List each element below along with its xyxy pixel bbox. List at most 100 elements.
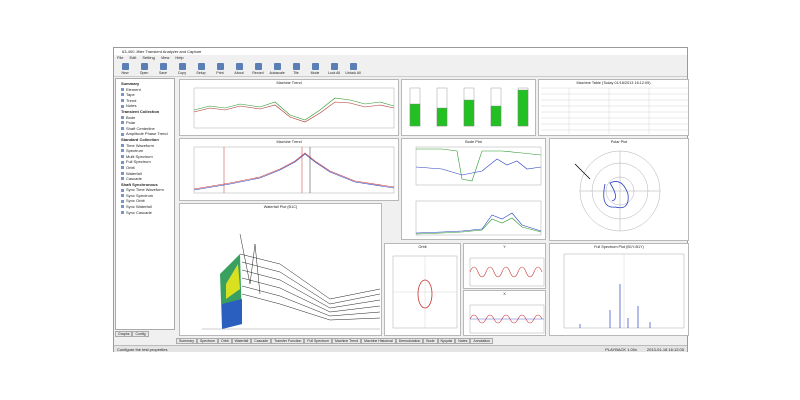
button-label: About	[234, 71, 244, 75]
trend-panel: Machine Trend	[179, 138, 399, 201]
trend-panel: Machine Trend	[179, 79, 399, 136]
tab[interactable]: Bode	[423, 338, 438, 344]
button-label: Setup	[196, 71, 206, 75]
tab[interactable]: Machine Historical	[361, 338, 396, 344]
polar-plot	[574, 150, 661, 232]
window-title: 63-400 Jitter Transient Analyzer and Cap…	[114, 48, 687, 55]
tree-item[interactable]: Polar	[118, 120, 172, 126]
tree-item[interactable]: Summary	[121, 81, 140, 86]
tree-item[interactable]: Spectrum	[118, 148, 172, 154]
button-label: Lock All	[327, 71, 341, 75]
menu-item[interactable]: File	[117, 55, 124, 60]
meters-panel	[401, 79, 536, 136]
tree-item[interactable]: Trend	[118, 98, 172, 104]
table-grid	[541, 87, 688, 134]
button-label: Save	[159, 71, 167, 75]
status-time: 2013-01-18 16:12:05	[646, 347, 684, 352]
button-label: Unlock All	[345, 71, 361, 75]
toolbar-button[interactable]: New	[117, 61, 133, 76]
panel-title: X	[503, 292, 506, 296]
toolbar-button[interactable]: Autoscale	[269, 61, 285, 76]
tab[interactable]: Summary	[176, 338, 197, 344]
tree-item[interactable]: Orbit	[118, 165, 172, 171]
tree-item[interactable]: Notes	[118, 103, 172, 109]
icon	[140, 63, 148, 70]
menu-item[interactable]: Help	[175, 55, 184, 60]
toolbar-button[interactable]: Print	[212, 61, 228, 76]
button-label: Tile	[293, 71, 299, 75]
tree-item[interactable]: Multi Spectrum	[118, 154, 172, 160]
menu-item[interactable]: Setting	[142, 55, 155, 60]
icon	[178, 63, 186, 70]
button-label: Record	[252, 71, 264, 75]
icon	[254, 63, 262, 70]
panel-title: Machine Trend	[276, 140, 302, 144]
toolbar-button[interactable]: About	[231, 61, 247, 76]
tree-item[interactable]: Sync Waterfall	[118, 204, 172, 210]
toolbar-button[interactable]: Setup	[193, 61, 209, 76]
status-bar: Configure the test properties PLAYBACK 1…	[114, 345, 687, 352]
tree-item[interactable]: Sync Time Waveform	[118, 187, 172, 193]
icon	[197, 63, 205, 70]
icon	[292, 63, 300, 70]
toolbar-button[interactable]: Unlock All	[345, 61, 361, 76]
tab[interactable]: Demodulation	[395, 338, 424, 344]
tab[interactable]: Waterfall	[231, 338, 252, 344]
icon	[349, 63, 357, 70]
panel-title: Y	[503, 245, 506, 249]
tab[interactable]: Graphs	[115, 331, 133, 337]
tree-item[interactable]: Full Spectrum	[118, 159, 172, 165]
left-tabs: Graphs Config	[115, 331, 175, 337]
toolbar-button[interactable]: Tile	[288, 61, 304, 76]
tree-item[interactable]: Waterfall	[118, 171, 172, 177]
icon	[159, 63, 167, 70]
tree-item[interactable]: Sync Orbit	[118, 198, 172, 204]
meters	[409, 87, 529, 127]
panel-title: Bode Plot	[465, 140, 482, 144]
tree-item[interactable]: Amplitude Phase Trend	[118, 131, 172, 137]
panel-title: Machine Table (Today 01/18/2013 16:12:05…	[576, 81, 651, 85]
tab[interactable]: Config	[132, 331, 149, 337]
toolbar-button[interactable]: Mode	[307, 61, 323, 76]
trend-plot	[193, 87, 395, 129]
tab[interactable]: Spectrum	[196, 338, 218, 344]
toolbar-button[interactable]: Record	[250, 61, 266, 76]
menu-item[interactable]: View	[160, 55, 170, 60]
tab[interactable]: Transfer Function	[271, 338, 305, 344]
panel-title: Polar Plot	[610, 140, 628, 144]
panel-title: Machine Trend	[276, 81, 302, 85]
icon	[311, 63, 319, 70]
toolbar-button[interactable]: Save	[155, 61, 171, 76]
tree-item[interactable]: Sync Cascade	[118, 210, 172, 216]
tree-item[interactable]: Transient Collection	[121, 108, 160, 114]
icon	[121, 63, 129, 70]
waterfall-panel: Waterfall Plot (B1C)	[179, 203, 382, 336]
icon	[330, 63, 338, 70]
tab[interactable]: Machine Trend	[331, 338, 362, 344]
tree-item[interactable]: Cascade	[118, 176, 172, 182]
tree-item[interactable]: Time Waveform	[118, 143, 172, 149]
waterfall-plot	[202, 233, 381, 330]
tree-item[interactable]: Shaft Synchronous	[121, 181, 158, 187]
tab[interactable]: Full Spectrum	[304, 338, 332, 344]
toolbar-button[interactable]: Open	[136, 61, 152, 76]
tab[interactable]: Annotation	[470, 338, 494, 344]
toolbar-button[interactable]: Copy	[174, 61, 190, 76]
tab[interactable]: Orbit	[217, 338, 232, 344]
polar-panel: Polar Plot	[549, 138, 689, 241]
tab[interactable]: Cascade	[251, 338, 272, 344]
tree-item[interactable]: Shaft Centerline	[118, 126, 172, 132]
toolbar-button[interactable]: Lock All	[326, 61, 342, 76]
tree-item[interactable]: Tape	[118, 92, 172, 98]
tab[interactable]: Nyquist	[437, 338, 456, 344]
button-label: Print	[216, 71, 224, 75]
tree-item[interactable]: Bode	[118, 115, 172, 121]
bode-panel: Bode Plot	[401, 138, 546, 240]
toolbar: New Open Save Copy Setup Print About Record Auto…	[114, 61, 687, 77]
x-plot	[469, 304, 545, 334]
tree-item[interactable]: Standard Collection	[121, 136, 159, 142]
menu-item[interactable]: Edit	[129, 55, 137, 60]
tab[interactable]: Notes	[455, 338, 471, 344]
tree-item[interactable]: Sync Spectrum	[118, 193, 172, 199]
tree-item[interactable]: Element	[118, 87, 172, 93]
